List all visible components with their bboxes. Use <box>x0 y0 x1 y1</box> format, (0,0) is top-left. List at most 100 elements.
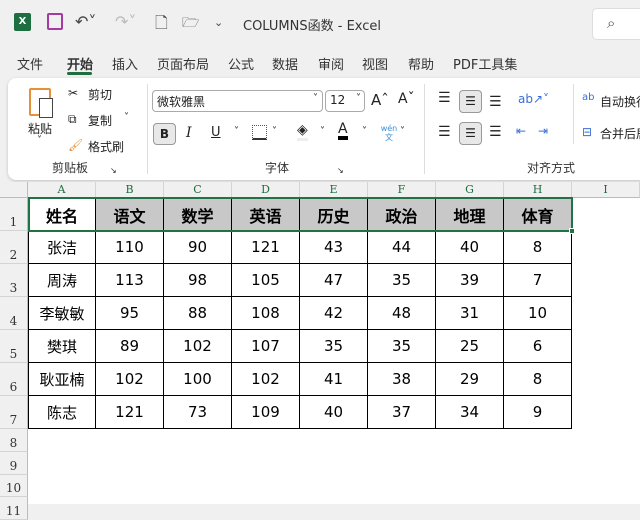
italic-button[interactable]: I <box>186 125 192 141</box>
table-cell[interactable]: 107 <box>232 330 300 363</box>
row-header-10[interactable]: 10 <box>0 475 28 497</box>
table-cell[interactable]: 樊琪 <box>28 330 96 363</box>
font-size-select[interactable]: 12 ˅ <box>325 90 365 112</box>
fill-color-icon[interactable]: ◈ <box>297 122 308 141</box>
new-file-icon[interactable]: 🗋 <box>155 13 168 32</box>
table-cell[interactable]: 耿亚楠 <box>28 363 96 396</box>
table-cell[interactable]: 李敏敏 <box>28 297 96 330</box>
row-header-11[interactable]: 11 <box>0 497 28 520</box>
table-cell[interactable]: 6 <box>504 330 572 363</box>
table-cell[interactable]: 39 <box>436 264 504 297</box>
paste-icon[interactable] <box>29 88 53 118</box>
row-header-1[interactable]: 1 <box>0 198 28 231</box>
table-cell[interactable]: 9 <box>504 396 572 429</box>
copy-dropdown-icon[interactable]: ˅ <box>124 112 129 123</box>
font-launcher-icon[interactable]: ↘ <box>337 166 344 175</box>
table-cell[interactable]: 41 <box>300 363 368 396</box>
table-cell[interactable]: 8 <box>504 231 572 264</box>
table-header-cell[interactable]: 语文 <box>96 198 164 231</box>
decrease-indent-icon[interactable]: ⇤ <box>516 124 527 138</box>
orientation-icon[interactable]: ab↗˅ <box>518 92 550 106</box>
table-cell[interactable]: 47 <box>300 264 368 297</box>
table-cell[interactable]: 105 <box>232 264 300 297</box>
table-cell[interactable]: 88 <box>164 297 232 330</box>
row-header-7[interactable]: 7 <box>0 396 28 429</box>
column-header-C[interactable]: C <box>164 182 232 198</box>
table-cell[interactable]: 42 <box>300 297 368 330</box>
underline-dropdown-icon[interactable]: ˅ <box>234 126 239 137</box>
tab-insert[interactable]: 插入 <box>112 58 139 73</box>
tab-page-layout[interactable]: 页面布局 <box>157 58 210 73</box>
row-header-8[interactable]: 8 <box>0 429 28 452</box>
paste-button[interactable]: 粘贴 <box>28 122 53 136</box>
table-cell[interactable]: 张洁 <box>28 231 96 264</box>
font-color-icon[interactable]: A <box>338 122 348 140</box>
tab-pdf-tools[interactable]: PDF工具集 <box>453 58 518 73</box>
row-header-4[interactable]: 4 <box>0 297 28 330</box>
phonetic-guide-icon[interactable]: wén 文 <box>380 124 398 142</box>
open-folder-icon[interactable]: 🗁 <box>182 15 200 31</box>
table-cell[interactable]: 43 <box>300 231 368 264</box>
table-cell[interactable]: 90 <box>164 231 232 264</box>
tab-view[interactable]: 视图 <box>362 58 389 73</box>
table-cell[interactable]: 102 <box>232 363 300 396</box>
column-header-I[interactable]: I <box>572 182 640 198</box>
customize-qat-icon[interactable]: ⌄ <box>214 16 224 29</box>
table-cell[interactable]: 8 <box>504 363 572 396</box>
undo-icon[interactable]: ↶˅ <box>75 12 97 31</box>
tab-file[interactable]: 文件 <box>17 58 44 73</box>
table-cell[interactable]: 10 <box>504 297 572 330</box>
align-middle-icon[interactable]: ☰ <box>459 90 482 113</box>
cut-button[interactable]: 剪切 <box>88 88 113 102</box>
font-name-select[interactable]: 微软雅黑 ˅ <box>152 90 323 112</box>
row-header-3[interactable]: 3 <box>0 264 28 297</box>
column-header-D[interactable]: D <box>232 182 300 198</box>
table-header-cell[interactable]: 英语 <box>232 198 300 231</box>
search-button[interactable]: ⌕ <box>592 8 640 40</box>
borders-icon[interactable] <box>252 125 267 140</box>
column-header-B[interactable]: B <box>96 182 164 198</box>
table-cell[interactable]: 35 <box>300 330 368 363</box>
tab-home[interactable]: 开始 <box>67 58 94 73</box>
table-cell[interactable]: 周涛 <box>28 264 96 297</box>
tab-help[interactable]: 帮助 <box>408 58 435 73</box>
table-header-cell[interactable]: 体育 <box>504 198 572 231</box>
select-all-corner[interactable] <box>0 182 28 198</box>
tab-review[interactable]: 审阅 <box>318 58 345 73</box>
row-header-9[interactable]: 9 <box>0 452 28 475</box>
column-header-E[interactable]: E <box>300 182 368 198</box>
merge-center-button[interactable]: 合并后居中 <box>600 127 640 141</box>
align-bottom-icon[interactable]: ☰ <box>489 94 502 110</box>
table-cell[interactable]: 89 <box>96 330 164 363</box>
align-center-icon[interactable]: ☰ <box>459 122 482 145</box>
save-icon[interactable] <box>47 13 63 30</box>
table-cell[interactable]: 40 <box>436 231 504 264</box>
table-header-cell[interactable]: 政治 <box>368 198 436 231</box>
table-cell[interactable]: 102 <box>164 330 232 363</box>
table-cell[interactable]: 38 <box>368 363 436 396</box>
column-header-G[interactable]: G <box>436 182 504 198</box>
tab-formulas[interactable]: 公式 <box>228 58 255 73</box>
table-cell[interactable]: 110 <box>96 231 164 264</box>
table-cell[interactable]: 7 <box>504 264 572 297</box>
table-cell[interactable]: 48 <box>368 297 436 330</box>
fill-handle[interactable] <box>569 228 575 234</box>
table-header-cell[interactable]: 数学 <box>164 198 232 231</box>
table-cell[interactable]: 29 <box>436 363 504 396</box>
table-cell[interactable]: 35 <box>368 264 436 297</box>
redo-icon[interactable]: ↷˅ <box>115 12 137 31</box>
table-cell[interactable]: 113 <box>96 264 164 297</box>
font-color-dropdown-icon[interactable]: ˅ <box>362 126 367 137</box>
decrease-font-size-icon[interactable]: Aˇ <box>398 91 415 107</box>
borders-dropdown-icon[interactable]: ˅ <box>272 126 277 137</box>
tab-data[interactable]: 数据 <box>272 58 299 73</box>
table-cell[interactable]: 98 <box>164 264 232 297</box>
spreadsheet-grid[interactable]: A B C D E F G H I 1 2 3 4 5 6 7 8 9 10 11 姓名 语文 数学 英语 历史 政治 地理 体育 张洁… <box>0 182 640 520</box>
table-cell[interactable]: 109 <box>232 396 300 429</box>
wrap-text-button[interactable]: 自动换行 <box>600 95 640 109</box>
copy-button[interactable]: 复制 <box>88 114 113 128</box>
underline-button[interactable]: U <box>211 125 221 140</box>
table-cell[interactable]: 25 <box>436 330 504 363</box>
row-header-2[interactable]: 2 <box>0 231 28 264</box>
table-cell[interactable]: 121 <box>96 396 164 429</box>
